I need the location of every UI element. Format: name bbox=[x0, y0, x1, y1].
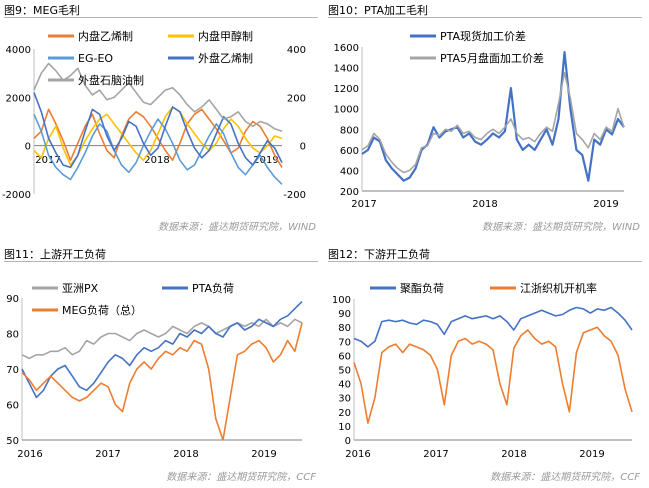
legend-label: 江浙织机开机率 bbox=[520, 281, 597, 295]
y2-tick-label: 400 bbox=[287, 45, 306, 56]
y-tick-label: 0 bbox=[345, 436, 351, 447]
series-line-5 bbox=[33, 62, 283, 132]
y-tick-label: 70 bbox=[6, 365, 19, 376]
series-line-3 bbox=[21, 322, 303, 441]
series-line-2 bbox=[353, 326, 633, 424]
legend-label: PTA现货加工价差 bbox=[440, 29, 526, 43]
panel-fig12: 图12：下游开工负荷 0 10 20 30 40 50 60 70 80 90 100 2016 201… bbox=[324, 244, 648, 488]
x-tick-label: 2017 bbox=[95, 449, 120, 460]
series-line-1 bbox=[353, 306, 633, 348]
y-tick-label: 60 bbox=[338, 351, 351, 362]
chart-title: 图11：上游开工负荷 bbox=[4, 248, 106, 261]
chart-fig12: 0 10 20 30 40 50 60 70 80 90 100 2016 2017 2018 2019 聚酯… bbox=[332, 281, 633, 460]
legend-label: 外盘乙烯制 bbox=[198, 51, 253, 65]
chart-title: 图12：下游开工负荷 bbox=[328, 248, 430, 261]
x-tick-label: 2016 bbox=[345, 449, 370, 460]
y-tick-label: 1600 bbox=[334, 43, 359, 54]
y-tick-label: 1200 bbox=[334, 84, 359, 95]
title-divider bbox=[328, 261, 642, 262]
legend-label: PTA5月盘面加工价差 bbox=[440, 51, 544, 65]
x-tick-label: 2017 bbox=[35, 155, 60, 166]
y-tick-label: 1400 bbox=[334, 64, 359, 75]
title-divider bbox=[4, 17, 318, 18]
legend-label: 外盘石脑油制 bbox=[78, 73, 144, 87]
legend-label: 亚洲PX bbox=[62, 282, 99, 295]
title-divider bbox=[4, 261, 318, 262]
chart-fig11: 50 60 70 80 90 2016 2017 2018 2019 亚洲PX PTA负荷 MEG负荷… bbox=[6, 281, 303, 460]
source-note: 数据来源：盛达期货研究院，CCF bbox=[166, 472, 316, 483]
source-note: 数据来源：盛达期货研究院，CCF bbox=[490, 472, 640, 483]
panel-fig9: 图9：MEG毛利 -2000 0 2000 4000 -200 0 200 400 2017 20… bbox=[0, 0, 324, 244]
y-tick-label: 200 bbox=[340, 187, 359, 198]
panel-fig11: 图11：上游开工负荷 50 60 70 80 90 2016 2017 2018 2019 亚洲P… bbox=[0, 244, 324, 488]
x-tick-label: 2019 bbox=[253, 155, 278, 166]
y-tick-label: 60 bbox=[6, 401, 19, 412]
y-tick-label: 70 bbox=[338, 337, 351, 348]
x-tick-label: 2017 bbox=[351, 199, 376, 210]
y-tick-label: 40 bbox=[338, 380, 351, 391]
y-tick-label: 100 bbox=[332, 295, 351, 306]
series-line-3 bbox=[33, 113, 283, 185]
series-line-2 bbox=[21, 301, 303, 399]
y-tick-label: 50 bbox=[6, 436, 19, 447]
legend-label: EG-EO bbox=[78, 52, 113, 65]
y-tick-label: 90 bbox=[6, 294, 19, 305]
chart-title: 图10：PTA加工毛利 bbox=[328, 4, 429, 17]
series-line-1 bbox=[21, 318, 303, 360]
x-tick-label: 2016 bbox=[17, 449, 42, 460]
x-tick-label: 2019 bbox=[251, 449, 276, 460]
x-tick-label: 2019 bbox=[593, 199, 618, 210]
y-tick-label: 600 bbox=[340, 146, 359, 157]
panel-fig10: 图10：PTA加工毛利 200 400 600 800 1000 1200 1400 1600… bbox=[324, 0, 648, 244]
x-tick-label: 2017 bbox=[423, 449, 448, 460]
series-line-1 bbox=[361, 50, 625, 182]
y-tick-label: 30 bbox=[338, 394, 351, 405]
y-tick-label: 2000 bbox=[6, 93, 31, 104]
series-line-4 bbox=[33, 92, 283, 169]
title-divider bbox=[328, 17, 642, 18]
y-tick-label: 400 bbox=[340, 166, 359, 177]
legend-label: MEG负荷（总） bbox=[62, 303, 142, 317]
legend-label: 聚酯负荷 bbox=[400, 281, 444, 295]
x-tick-label: 2018 bbox=[501, 449, 526, 460]
series-line-2 bbox=[361, 71, 625, 174]
y-tick-label: 10 bbox=[338, 422, 351, 433]
y-tick-label: 50 bbox=[338, 366, 351, 377]
y-tick-label: 90 bbox=[338, 309, 351, 320]
y-tick-label: 1000 bbox=[334, 105, 359, 116]
series-line-1 bbox=[33, 108, 283, 168]
source-note: 数据来源：盛达期货研究院，WIND bbox=[481, 222, 640, 233]
y-tick-label: 20 bbox=[338, 408, 351, 419]
x-tick-label: 2019 bbox=[579, 449, 604, 460]
y-tick-label: 800 bbox=[340, 125, 359, 136]
y-tick-label: 4000 bbox=[6, 45, 31, 56]
y2-tick-label: 0 bbox=[300, 142, 306, 153]
chart-title: 图9：MEG毛利 bbox=[4, 4, 80, 17]
y-tick-label: -2000 bbox=[2, 190, 31, 201]
legend-label: 内盘乙烯制 bbox=[78, 29, 133, 43]
y-tick-label: 80 bbox=[338, 323, 351, 334]
x-tick-label: 2018 bbox=[144, 155, 169, 166]
x-tick-label: 2018 bbox=[472, 199, 497, 210]
chart-fig10: 200 400 600 800 1000 1200 1400 1600 2017 2018 2019… bbox=[334, 29, 625, 210]
legend-label: 内盘甲醇制 bbox=[198, 29, 253, 43]
x-tick-label: 2018 bbox=[173, 449, 198, 460]
legend-label: PTA负荷 bbox=[192, 281, 234, 295]
y-tick-label: 0 bbox=[25, 142, 31, 153]
y2-tick-label: -200 bbox=[283, 190, 306, 201]
y2-tick-label: 200 bbox=[287, 93, 306, 104]
source-note: 数据来源：盛达期货研究院，WIND bbox=[157, 222, 316, 233]
y-tick-label: 80 bbox=[6, 330, 19, 341]
